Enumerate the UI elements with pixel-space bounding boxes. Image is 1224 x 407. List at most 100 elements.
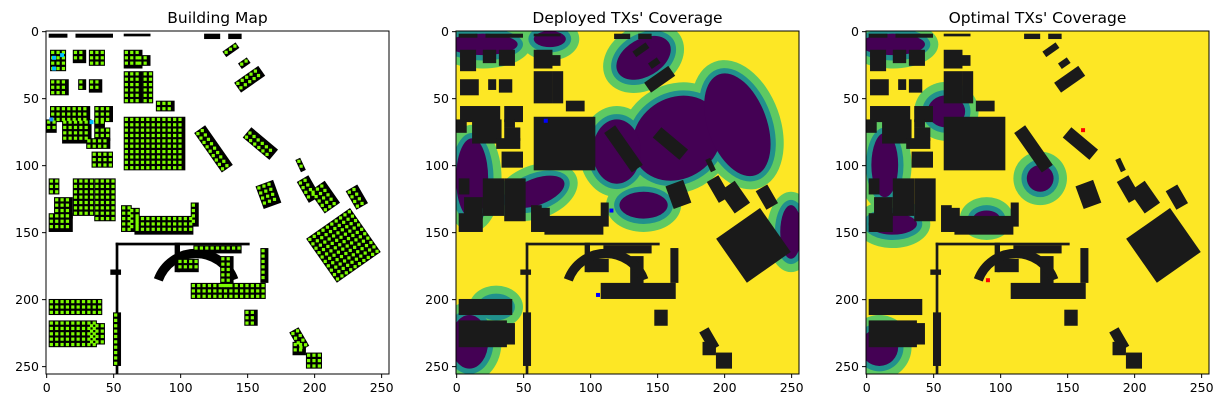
candidate-point [156,123,161,127]
candidate-point [95,50,99,55]
candidate-point [84,179,88,183]
candidate-point [130,133,134,138]
building-footprint [488,79,497,90]
candidate-point [92,139,96,143]
candidate-point [146,117,150,122]
candidate-point [95,128,99,132]
building-footprint [94,119,105,128]
candidate-point [65,305,70,309]
candidate-point [151,139,155,143]
candidate-point [92,342,96,347]
candidate-point [221,246,225,250]
candidate-point [167,166,171,170]
candidate-point [260,141,264,145]
candidate-point [47,120,51,124]
candidate-point [221,278,225,282]
candidate-point [111,216,115,221]
x-tick-label: 150 [236,380,260,395]
candidate-point [349,268,353,272]
candidate-point [338,243,342,247]
candidate-point [87,310,91,314]
building-map-frame [45,30,390,375]
candidate-point [335,238,339,242]
candidate-point [79,184,83,189]
candidate-point [60,332,64,336]
building-footprint [868,33,888,38]
candidate-point [156,144,161,148]
candidate-point [111,184,115,189]
candidate-point [49,179,53,183]
y-tick-label: 200 [425,292,449,307]
candidate-point [197,283,201,288]
candidate-point [79,125,83,130]
candidate-point [89,195,94,199]
candidate-point [344,251,348,256]
candidate-point [173,133,177,138]
candidate-point [114,334,118,339]
candidate-point [226,273,230,277]
candidate-point [317,199,321,203]
building-footprint [868,213,893,232]
candidate-point [167,227,171,231]
x-tick-label: 150 [646,380,670,395]
panel-optimal-coverage: Optimal TXs' Coverage 0 50 100 150 200 250 0 50… [835,9,1213,395]
candidate-point [323,240,327,244]
candidate-point [196,132,200,136]
y-tick-label: 50 [433,91,449,106]
candidate-point [61,112,66,116]
candidate-point [261,270,265,274]
building-footprint [1165,184,1189,210]
coverage-region [632,95,722,181]
building-footprint [1057,57,1071,69]
candidate-point [60,305,64,309]
building-footprint [1014,125,1053,173]
candidate-point [135,144,139,148]
candidate-point [73,200,78,205]
candidate-point [124,99,128,103]
candidate-point [178,139,182,143]
candidate-point [245,289,249,293]
building-footprint [866,119,877,133]
candidate-point [106,112,110,116]
building-footprint [72,178,95,216]
building-footprint [504,106,523,123]
x-tick-label: 200 [713,380,737,395]
candidate-point [351,253,355,257]
building-footprint [1080,248,1089,283]
candidate-point [100,133,104,138]
candidate-point [167,133,171,138]
candidate-point [84,211,88,215]
candidate-point [245,321,249,325]
candidate-point [55,326,59,331]
candidate-point [49,332,53,336]
candidate-point [363,232,367,236]
candidate-point [130,82,134,87]
building-footprint [908,49,925,66]
candidate-point [219,155,223,159]
candidate-point [261,265,265,269]
x-tick-label: 0 [43,380,51,395]
candidate-point [89,334,94,339]
building-footprint [870,49,887,72]
building-footprint [699,327,720,352]
candidate-point [199,246,204,250]
candidate-point [311,192,315,196]
candidate-point [250,294,254,298]
candidate-point [262,184,266,188]
candidate-point [318,243,322,247]
candidate-point [326,193,330,197]
candidate-point [301,338,305,342]
candidate-point [229,283,233,288]
candidate-point [340,228,344,232]
candidate-point [252,134,256,139]
candidate-point [146,166,150,170]
candidate-point [194,259,198,264]
candidate-point [87,332,91,336]
candidate-point [218,289,222,293]
building-footprint [115,242,250,246]
candidate-point [226,283,230,288]
candidate-point [329,268,333,272]
candidate-point [143,93,147,97]
candidate-point [67,117,71,122]
